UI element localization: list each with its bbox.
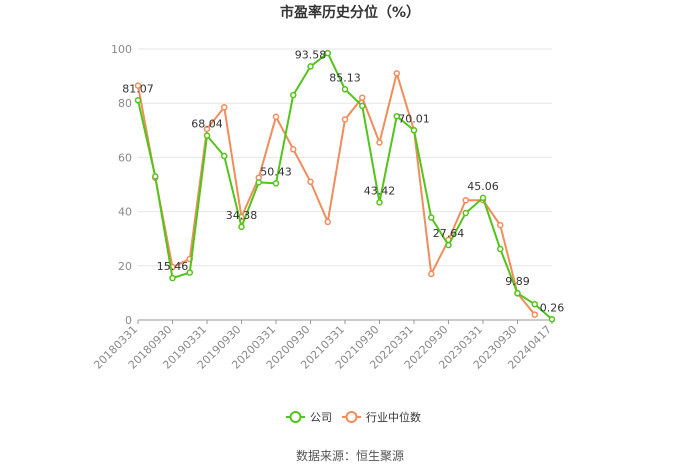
data-label: 85.13 (329, 71, 361, 84)
data-point[interactable] (341, 116, 349, 123)
y-tick-label: 0 (125, 314, 132, 327)
legend-label-company: 公司 (310, 411, 332, 424)
data-point[interactable] (152, 173, 159, 180)
data-point[interactable] (410, 127, 418, 134)
data-point[interactable] (186, 269, 193, 276)
data-point[interactable] (462, 209, 469, 217)
data-point[interactable] (531, 301, 538, 308)
x-axis: 2018033120180930201903312019093020200331… (91, 319, 554, 372)
y-tick-label: 60 (118, 151, 132, 164)
data-point[interactable] (445, 241, 452, 249)
legend-item-company[interactable]: 公司 (286, 411, 332, 424)
data-label: 0.26 (540, 301, 565, 314)
data-label: 93.58 (295, 48, 327, 61)
data-label: 70.01 (398, 112, 430, 125)
data-label: 50.43 (260, 165, 292, 178)
data-point[interactable] (324, 49, 331, 57)
data-label: 15.46 (157, 260, 189, 273)
data-point[interactable] (359, 94, 366, 102)
y-tick-label: 40 (118, 206, 132, 219)
data-point[interactable] (134, 82, 142, 89)
data-point[interactable] (548, 316, 556, 323)
legend-marker-industry-median (345, 411, 358, 423)
data-label: 27.64 (433, 227, 465, 240)
data-point[interactable] (514, 289, 521, 297)
series-line (137, 69, 536, 316)
data-label: 34.38 (226, 209, 258, 222)
data-point[interactable] (272, 180, 280, 187)
data-point[interactable] (393, 70, 400, 77)
series-company (134, 49, 556, 323)
data-point[interactable] (497, 221, 504, 229)
y-axis: 0 20 40 60 80 100 (111, 43, 132, 327)
data-label: 68.04 (191, 118, 223, 131)
data-point[interactable] (272, 113, 280, 120)
series-industry-median (134, 69, 538, 318)
data-point[interactable] (393, 112, 400, 120)
y-tick-label: 80 (118, 97, 132, 110)
legend-marker-company (289, 411, 302, 423)
data-point[interactable] (376, 139, 383, 146)
data-point[interactable] (359, 102, 366, 110)
data-label: 45.06 (467, 180, 499, 193)
data-point[interactable] (255, 179, 262, 186)
data-point[interactable] (169, 274, 176, 282)
data-point[interactable] (428, 214, 435, 221)
data-point[interactable] (238, 223, 245, 231)
data-point[interactable] (134, 97, 142, 104)
data-point[interactable] (203, 132, 211, 139)
data-label: 81.07 (122, 82, 154, 95)
data-point[interactable] (376, 199, 383, 206)
data-point[interactable] (324, 218, 331, 226)
data-point[interactable] (428, 270, 435, 278)
data-point[interactable] (531, 311, 538, 318)
data-point[interactable] (221, 152, 228, 160)
data-point[interactable] (290, 91, 297, 99)
data-label: 9.89 (505, 275, 530, 288)
chart-title: 市盈率历史分位（%） (280, 4, 420, 21)
legend-item-industry-median[interactable]: 行业中位数 (342, 410, 421, 424)
data-point[interactable] (203, 125, 211, 133)
data-point[interactable] (221, 104, 228, 111)
series-group (134, 49, 556, 323)
y-tick-label: 20 (118, 260, 132, 273)
legend-label-industry-median: 行业中位数 (366, 410, 421, 424)
y-tick-label: 100 (111, 43, 132, 56)
data-point[interactable] (290, 146, 297, 153)
data-source: 数据来源：恒生聚源 (296, 448, 404, 463)
data-label: 43.42 (364, 184, 396, 197)
data-point[interactable] (307, 63, 314, 70)
data-point[interactable] (341, 86, 349, 93)
data-point[interactable] (479, 194, 487, 202)
legend[interactable]: 公司 行业中位数 (286, 410, 421, 424)
data-point[interactable] (497, 245, 504, 253)
data-point[interactable] (307, 178, 314, 186)
data-point[interactable] (462, 196, 469, 204)
